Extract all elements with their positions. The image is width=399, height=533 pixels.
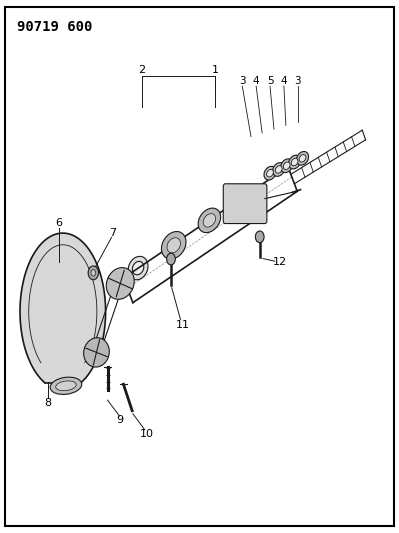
Text: 1: 1 [212, 66, 219, 75]
Text: 3: 3 [239, 76, 246, 86]
Ellipse shape [50, 377, 82, 394]
Circle shape [88, 266, 99, 280]
Text: 5: 5 [267, 76, 273, 86]
Text: 10: 10 [140, 429, 154, 439]
Text: 8: 8 [45, 398, 52, 408]
Ellipse shape [283, 162, 290, 169]
Ellipse shape [167, 238, 180, 253]
Polygon shape [20, 233, 106, 383]
Text: 7: 7 [109, 228, 116, 238]
Ellipse shape [128, 256, 148, 280]
Text: 12: 12 [273, 257, 286, 267]
Ellipse shape [132, 261, 144, 275]
Text: 4: 4 [253, 76, 259, 86]
Ellipse shape [273, 163, 285, 176]
Ellipse shape [203, 214, 215, 227]
Ellipse shape [296, 151, 308, 165]
Circle shape [91, 270, 96, 276]
Text: 2: 2 [138, 66, 146, 75]
Text: 90719 600: 90719 600 [17, 20, 93, 34]
Ellipse shape [198, 208, 221, 232]
Ellipse shape [291, 158, 298, 166]
Circle shape [167, 253, 175, 265]
Ellipse shape [280, 159, 293, 173]
Ellipse shape [264, 166, 276, 180]
Ellipse shape [267, 169, 273, 177]
Ellipse shape [56, 381, 76, 391]
Ellipse shape [288, 155, 300, 169]
Ellipse shape [106, 268, 134, 300]
Circle shape [255, 231, 264, 243]
FancyBboxPatch shape [223, 184, 267, 223]
Text: 11: 11 [176, 320, 190, 330]
Text: 4: 4 [280, 76, 287, 86]
Text: 3: 3 [294, 76, 301, 86]
Ellipse shape [299, 155, 306, 162]
Ellipse shape [84, 338, 109, 367]
Text: 9: 9 [117, 415, 124, 425]
Ellipse shape [162, 231, 186, 259]
Text: 6: 6 [55, 218, 62, 228]
Ellipse shape [275, 166, 282, 173]
